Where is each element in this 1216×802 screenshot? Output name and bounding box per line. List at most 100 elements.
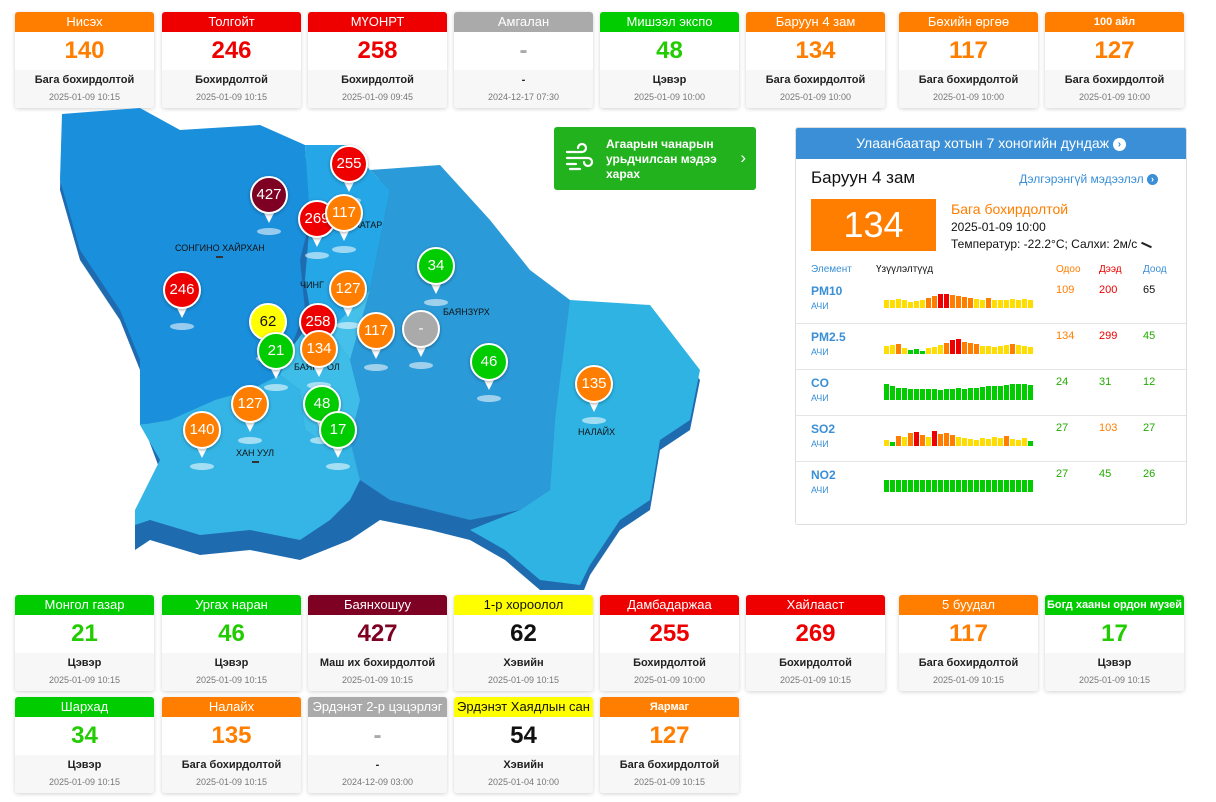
trend-bar — [890, 300, 895, 308]
station-card[interactable]: Дамбадаржаа 255 Бохирдолтой 2025-01-09 10:0… — [600, 595, 739, 691]
station-card[interactable]: Яармаг 127 Бага бохирдолтой 2025-01-09 10:1… — [600, 697, 739, 793]
station-name: Монгол газар — [15, 595, 154, 615]
station-aqi: 54 — [510, 722, 537, 749]
map-pin[interactable]: 117 — [357, 312, 397, 376]
pollutant-row[interactable]: PM10 АЧИ 109 200 65 — [796, 278, 1186, 324]
station-status: - — [308, 755, 447, 775]
map-pin[interactable]: 46 — [470, 343, 510, 407]
selected-time: 2025-01-09 10:00 — [951, 220, 1046, 234]
selected-station-name: Баруун 4 зам — [811, 168, 916, 187]
station-card[interactable]: Нисэх 140 Бага бохирдолтой 2025-01-09 10:15 — [15, 12, 154, 108]
station-status: Цэвэр — [1045, 653, 1184, 673]
chevron-circle-right-icon: › — [1112, 137, 1126, 151]
trend-bar — [956, 480, 961, 492]
station-aqi: 134 — [795, 37, 836, 64]
pollutant-row[interactable]: PM2.5 АЧИ 134 299 45 — [796, 324, 1186, 370]
station-card[interactable]: 100 айл 127 Бага бохирдолтой 2025-01-09 10:… — [1045, 12, 1184, 108]
station-status: - — [454, 70, 593, 90]
map-pin[interactable]: 140 — [183, 411, 223, 475]
station-card[interactable]: Ургах наран 46 Цэвэр 2025-01-09 10:15 — [162, 595, 301, 691]
station-card[interactable]: Бөхийн өргөө 117 Бага бохирдолтой 2025-01-0… — [899, 12, 1038, 108]
station-time: 2025-01-09 10:15 — [1045, 673, 1184, 691]
station-card[interactable]: 5 буудал 117 Бага бохирдолтой 2025-01-09 10… — [899, 595, 1038, 691]
station-aqi: 246 — [211, 37, 252, 64]
station-card[interactable]: Эрдэнэт Хаядлын сан 54 Хэвийн 2025-01-04 10… — [454, 697, 593, 793]
station-time: 2025-01-09 10:15 — [15, 90, 154, 108]
pin-shadow — [305, 252, 329, 259]
trend-bar — [986, 386, 991, 400]
station-card[interactable]: Шархад 34 Цэвэр 2025-01-09 10:15 — [15, 697, 154, 793]
trend-bar — [926, 437, 931, 446]
station-card[interactable]: Баруун 4 зам 134 Бага бохирдолтой 2025-01-0… — [746, 12, 885, 108]
weekly-average-link[interactable]: Улаанбаатар хотын 7 хоногийн дундаж › — [796, 128, 1186, 159]
station-time: 2025-01-09 10:15 — [746, 673, 885, 691]
station-card[interactable]: Толгойт 246 Бохирдолтой 2025-01-09 10:15 — [162, 12, 301, 108]
map-pin[interactable]: 427 — [250, 176, 290, 240]
trend-bar — [938, 294, 943, 308]
station-name: Дамбадаржаа — [600, 595, 739, 615]
pin-value: 117 — [357, 312, 395, 350]
pin-shadow — [190, 463, 214, 470]
details-link[interactable]: Дэлгэрэнгүй мэдээлэл › — [1019, 172, 1158, 186]
trend-bar — [1010, 439, 1015, 446]
pollutant-max: 31 — [1099, 376, 1112, 388]
station-card[interactable]: Баянхошуу 427 Маш их бохирдолтой 2025-01-09… — [308, 595, 447, 691]
map-pin[interactable]: 127 — [329, 270, 369, 334]
station-status: Бага бохирдолтой — [746, 70, 885, 90]
map-pin[interactable]: 34 — [417, 247, 457, 311]
trend-bar — [902, 348, 907, 354]
station-card[interactable]: Мишээл экспо 48 Цэвэр 2025-01-09 10:00 — [600, 12, 739, 108]
district-label-bayangol-suffix: ОЛ — [327, 362, 340, 372]
trend-bar — [896, 299, 901, 308]
map-pin[interactable]: 127 — [231, 385, 271, 449]
wind-icon — [565, 142, 594, 171]
trend-bar — [974, 344, 979, 354]
pollutant-row[interactable]: SO2 АЧИ 27 103 27 — [796, 416, 1186, 462]
pollutant-current: 134 — [1056, 330, 1075, 342]
pollutant-row[interactable]: CO АЧИ 24 31 12 — [796, 370, 1186, 416]
trend-bar — [932, 296, 937, 308]
ulaanbaatar-map[interactable]: СОНГИНО ХАЙРХАН БААТАР ЧИНГ БАЯНЗҮРХ БАЯ… — [50, 100, 750, 590]
map-pin[interactable]: 117 — [325, 194, 365, 258]
station-status: Бохирдолтой — [162, 70, 301, 90]
trend-bar — [938, 345, 943, 354]
trend-bar — [986, 346, 991, 354]
pollutant-current: 24 — [1056, 376, 1069, 388]
pin-shadow — [424, 299, 448, 306]
trend-bar — [1010, 344, 1015, 354]
trend-bar — [908, 433, 913, 446]
station-card[interactable]: 1-р хороолол 62 Хэвийн 2025-01-09 10:15 — [454, 595, 593, 691]
trend-bar — [968, 388, 973, 400]
station-card[interactable]: МҮОНРТ 258 Бохирдолтой 2025-01-09 09:45 — [308, 12, 447, 108]
map-pin[interactable]: - — [402, 310, 442, 374]
station-time: 2025-01-04 10:00 — [454, 775, 593, 793]
station-card[interactable]: Налайх 135 Бага бохирдолтой 2025-01-09 10:1… — [162, 697, 301, 793]
trend-bar — [962, 297, 967, 308]
trend-bar — [998, 346, 1003, 354]
station-card[interactable]: Эрдэнэт 2-р цэцэрлэг - -2024-12-09 03:00 — [308, 697, 447, 793]
station-aqi: 48 — [656, 37, 683, 64]
trend-bar — [908, 480, 913, 492]
trend-bar — [944, 389, 949, 400]
station-aqi: 127 — [1094, 37, 1135, 64]
pollutant-row[interactable]: NO2 АЧИ 27 45 26 — [796, 462, 1186, 508]
station-card[interactable]: Хайлааст 269 Бохирдолтой 2025-01-09 10:15 — [746, 595, 885, 691]
trend-bar — [956, 296, 961, 308]
map-pin[interactable]: 255 — [330, 145, 370, 209]
station-card[interactable]: Амгалан - -2024-12-17 07:30 — [454, 12, 593, 108]
station-aqi: 34 — [71, 722, 98, 749]
trend-bar — [1022, 299, 1027, 308]
map-pin[interactable]: 17 — [319, 411, 359, 475]
map-pin[interactable]: 135 — [575, 365, 615, 429]
station-card[interactable]: Монгол газар 21 Цэвэр 2025-01-09 10:15 — [15, 595, 154, 691]
map-pin[interactable]: 21 — [257, 332, 297, 396]
station-card[interactable]: Богд хааны ордон музей 17 Цэвэр 2025-01-09 … — [1045, 595, 1184, 691]
pin-value: 21 — [257, 332, 295, 370]
station-name: 100 айл — [1045, 12, 1184, 32]
trend-bar — [902, 480, 907, 492]
station-time: 2025-01-09 10:15 — [899, 673, 1038, 691]
map-pin[interactable]: 246 — [163, 271, 203, 335]
trend-bar — [974, 299, 979, 308]
trend-bar — [896, 436, 901, 446]
forecast-button[interactable]: Агаарын чанарын урьдчилсан мэдээ харах › — [554, 127, 756, 190]
